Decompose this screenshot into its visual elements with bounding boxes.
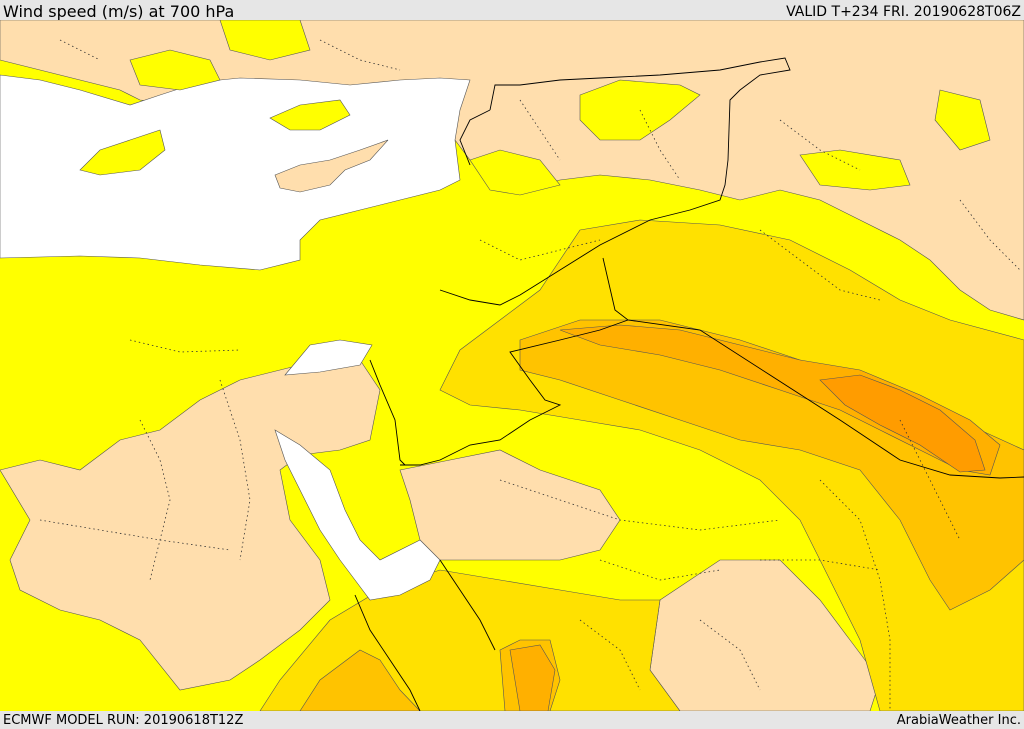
admin-borders	[39, 39, 1021, 711]
credit-label: ArabiaWeather Inc.	[896, 713, 1021, 728]
mediterranean-sea	[0, 74, 471, 271]
red-sea	[274, 429, 441, 601]
wind-speed-map[interactable]	[0, 20, 1024, 711]
footer-bar: ECMWF MODEL RUN: 20190618T12Z ArabiaWeat…	[0, 711, 1024, 729]
cyprus-island	[274, 139, 389, 193]
header-bar: Wind speed (m/s) at 700 hPa VALID T+234 …	[0, 0, 1024, 21]
wind-band-light-patches	[79, 20, 991, 196]
wind-band-strongest	[819, 374, 986, 473]
country-borders	[354, 57, 1024, 711]
sea-areas	[0, 74, 471, 601]
map-title: Wind speed (m/s) at 700 hPa	[3, 2, 235, 21]
delta-water	[284, 339, 373, 376]
model-run-label: ECMWF MODEL RUN: 20190618T12Z	[3, 713, 244, 728]
valid-time: VALID T+234 FRI. 20190628T06Z	[786, 4, 1021, 20]
